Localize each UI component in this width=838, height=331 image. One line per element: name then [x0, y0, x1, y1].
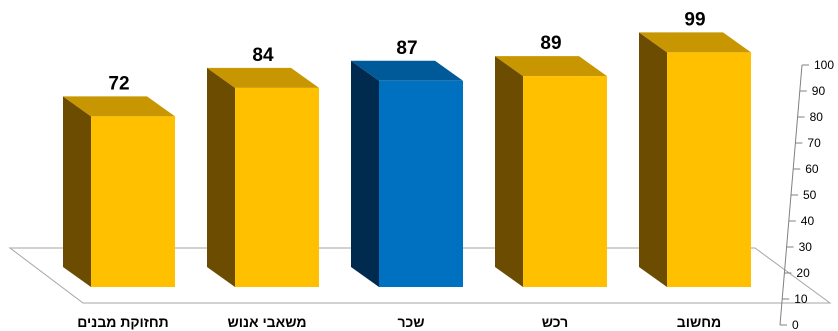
axis-tick-label: 100 — [814, 58, 834, 72]
axis-tick-label: 0 — [792, 318, 799, 331]
axis-tick-label: 70 — [807, 136, 821, 150]
category-label: מחשוב — [677, 314, 721, 330]
bar-side-face — [639, 32, 667, 288]
bar-value-label: 99 — [684, 9, 705, 30]
bar — [351, 60, 463, 288]
bar-value-label: 87 — [396, 38, 417, 59]
bar-value-label: 84 — [252, 45, 274, 66]
bar-front-face — [667, 52, 751, 288]
bar-top-face — [63, 96, 175, 117]
bar-top-face — [639, 32, 751, 53]
bar-top-face — [495, 56, 607, 77]
bar — [495, 56, 607, 287]
labels: 72 תחזוקת מבנים 84 משאבי אנוש 87 שכר 89 רכש 99 מח… — [77, 9, 721, 330]
axis-tick-label: 10 — [794, 292, 808, 306]
bar-top-face — [351, 60, 463, 81]
bar — [207, 67, 319, 287]
bar-side-face — [207, 67, 235, 287]
bar-value-label: 72 — [108, 73, 129, 94]
bar-value-label: 89 — [540, 33, 561, 54]
bar-front-face — [91, 116, 175, 287]
category-label: משאבי אנוש — [227, 314, 306, 330]
axis-tick-label: 90 — [812, 84, 826, 98]
bar-front-face — [235, 87, 319, 287]
bar-side-face — [351, 60, 379, 288]
bar-top-face — [207, 67, 319, 88]
category-label: רכש — [542, 314, 568, 330]
axis-tick-label: 40 — [801, 214, 815, 228]
value-axis: 0 10 20 30 40 50 60 70 80 90 100 — [779, 58, 834, 331]
axis-tick-label: 20 — [796, 266, 810, 280]
bars — [63, 32, 751, 288]
axis-tick-label: 30 — [799, 240, 813, 254]
category-label: שכר — [397, 314, 424, 330]
bar-front-face — [379, 80, 463, 287]
bar-front-face — [523, 76, 607, 287]
axis-tick-label: 50 — [803, 188, 817, 202]
bar — [63, 96, 175, 287]
bar-side-face — [63, 96, 91, 287]
axis-tick-label: 80 — [810, 110, 824, 124]
bar — [639, 32, 751, 288]
category-label: תחזוקת מבנים — [77, 314, 168, 330]
bar-side-face — [495, 56, 523, 287]
axis-tick-label: 60 — [805, 162, 819, 176]
